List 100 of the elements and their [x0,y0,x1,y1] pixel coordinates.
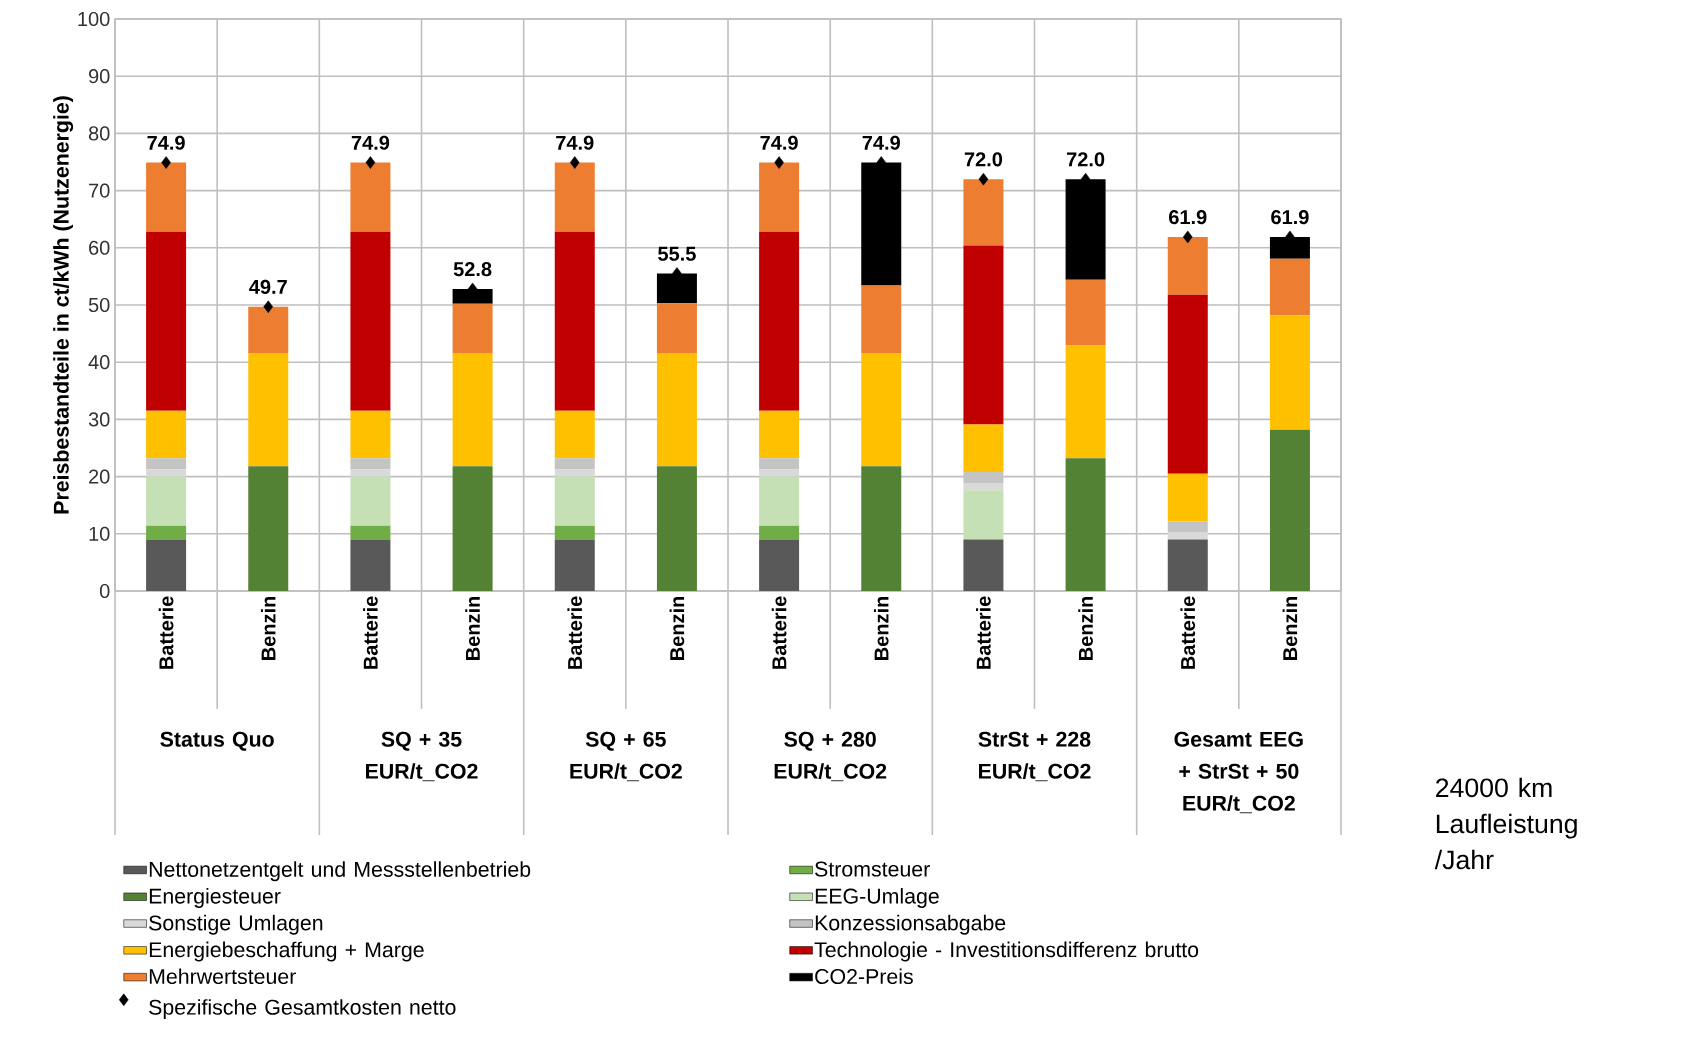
legend-label: Spezifische Gesamtkosten netto [149,999,456,1020]
data-label: 72.0 [964,152,1003,167]
bar [146,458,187,470]
y-tick-label: 100 [78,11,110,27]
bar [350,525,391,540]
bar [350,469,391,477]
legend-label: Konzessionsabgabe [815,914,1006,935]
bar [146,410,187,459]
x-tick-label: Batterie [976,596,991,669]
x-tick-label: Batterie [363,596,378,669]
bar [554,410,595,459]
text: Gesamt EEG + StrSt + 50 EUR/t_CO2 [1174,731,1303,814]
bar [1269,315,1310,430]
x-tick-label: Benzin [465,596,480,660]
text: StrSt + 228 EUR/t_CO2 [978,731,1091,782]
text: 24000 km Laufleistung /Jahr [1434,777,1577,870]
data-label: 52.8 [453,262,492,277]
x-tick-label: Benzin [260,596,276,660]
bar [656,303,697,354]
bar [1167,294,1208,474]
bar [350,476,391,526]
point [774,156,784,169]
bar [452,466,493,591]
bar [554,476,595,526]
x-tick-label: Batterie [567,596,583,669]
point [263,300,274,313]
bar [759,162,800,232]
legend-label: EEG-Umlage [815,888,939,908]
legend-label: Energiesteuer [149,888,281,908]
bar [963,539,1004,591]
y-tick-label: 20 [89,469,110,484]
legend-label: Nettonetzentgelt und Messstellenbetrieb [149,861,531,882]
bar [146,469,187,477]
bar [452,303,493,354]
bar [350,162,391,232]
data-label: 61.9 [1169,210,1207,225]
x-tick-label: Batterie [158,596,174,669]
bar [963,490,1004,540]
bar [1065,279,1106,346]
bar [656,466,697,591]
y-tick-label: 90 [89,69,110,84]
bar [554,162,595,232]
legend-label: Technologie - Investitionsdifferenz brutto [814,941,1199,962]
bar [1065,458,1106,591]
bar [963,482,1004,491]
bar [554,469,595,477]
y-tick-label: 80 [88,126,110,141]
bar [1167,532,1208,540]
bar [452,353,493,467]
bar [963,472,1004,483]
data-label: 55.5 [658,246,696,261]
data-label: 74.9 [147,135,185,150]
bar [1065,345,1106,459]
bar [759,469,800,477]
bar [554,458,595,470]
y-tick-label: 60 [89,240,110,255]
point [978,172,989,186]
bar [146,539,187,591]
y-tick-label: 30 [88,412,110,427]
legend-label: Mehrwertsteuer [149,968,296,985]
bar [759,539,800,591]
data-label: 74.9 [351,135,390,150]
bar [554,231,595,411]
bar [248,466,289,591]
bar [350,410,391,459]
x-tick-label: Benzin [669,596,685,660]
bar [1269,258,1310,316]
bar [248,353,289,467]
bar [963,424,1004,473]
point [1182,230,1193,244]
bar [759,476,800,526]
bar [656,353,697,467]
text: SQ + 280 EUR/t_CO2 [774,731,887,782]
bar [759,458,800,470]
bar [759,525,800,540]
bar [1269,429,1310,591]
bar [963,179,1004,246]
bar [146,476,187,526]
bar [1167,236,1208,295]
text: SQ + 35 EUR/t_CO2 [366,731,478,782]
legend-label: Stromsteuer [815,861,930,877]
bar [554,525,595,540]
bar [861,285,902,354]
y-tick-label: 10 [89,526,110,541]
legend-label: Sonstige Umlagen [149,914,323,935]
data-label: 49.7 [249,279,287,294]
data-label: 72.0 [1066,152,1105,167]
y-axis-title: Preisbestandteile in ct/kWh (Nutzenergie) [53,96,74,514]
x-tick-label: Benzin [1282,596,1298,660]
data-label: 74.9 [862,135,900,150]
bar [1167,521,1208,533]
bar [248,306,289,354]
y-tick-label: 50 [88,297,110,313]
bar [350,458,391,470]
text: Status Quo [160,731,274,751]
bar [146,162,187,232]
data-label: 74.9 [760,135,798,150]
bar [1167,473,1208,522]
data-label: 74.9 [556,135,594,150]
legend-label: Energiebeschaffung + Marge [149,941,424,962]
